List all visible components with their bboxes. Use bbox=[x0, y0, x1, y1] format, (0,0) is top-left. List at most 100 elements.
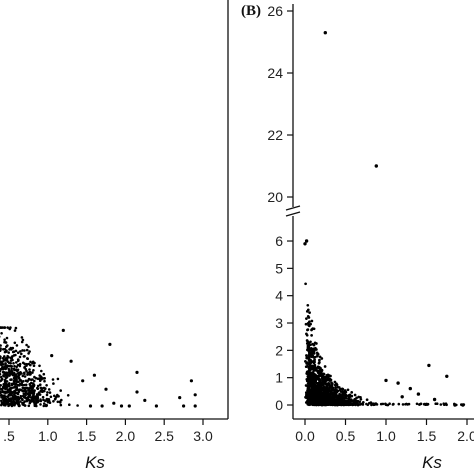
data-point bbox=[27, 345, 30, 349]
data-point bbox=[28, 370, 32, 374]
data-point bbox=[317, 375, 320, 379]
data-point bbox=[29, 399, 32, 403]
data-point bbox=[308, 388, 312, 391]
data-point bbox=[10, 356, 13, 359]
data-point bbox=[22, 392, 26, 396]
data-point bbox=[400, 395, 404, 399]
data-point bbox=[45, 403, 48, 407]
data-point bbox=[28, 390, 31, 394]
data-point bbox=[23, 386, 26, 390]
data-point bbox=[365, 398, 369, 402]
data-point bbox=[316, 371, 320, 374]
data-point bbox=[313, 375, 317, 379]
data-point bbox=[29, 360, 32, 364]
data-point bbox=[47, 398, 51, 401]
data-point bbox=[337, 403, 340, 406]
data-point bbox=[307, 376, 310, 380]
data-point bbox=[45, 393, 49, 397]
data-point bbox=[309, 378, 313, 382]
data-point bbox=[10, 397, 14, 400]
data-point bbox=[16, 383, 20, 387]
data-point bbox=[314, 369, 318, 372]
data-point bbox=[31, 362, 34, 365]
data-point bbox=[309, 359, 313, 363]
data-point bbox=[23, 404, 27, 407]
data-point bbox=[43, 389, 46, 393]
data-point bbox=[0, 335, 1, 338]
data-point bbox=[325, 395, 329, 399]
data-point bbox=[401, 403, 405, 406]
data-point bbox=[354, 403, 357, 407]
data-point bbox=[337, 399, 340, 403]
data-point bbox=[309, 364, 312, 368]
data-point bbox=[0, 344, 2, 347]
data-point bbox=[17, 397, 21, 401]
data-point bbox=[319, 385, 323, 388]
data-point bbox=[359, 397, 363, 401]
data-point bbox=[112, 401, 116, 405]
data-point bbox=[25, 362, 29, 366]
data-point bbox=[104, 387, 108, 391]
data-point bbox=[61, 328, 65, 332]
data-point bbox=[318, 358, 321, 362]
data-point bbox=[309, 399, 312, 402]
data-point bbox=[52, 400, 55, 403]
y-tick-label: 3 bbox=[275, 315, 283, 331]
y-tick-label: 0 bbox=[275, 397, 283, 413]
y-tick-label: 22 bbox=[267, 127, 283, 143]
data-point bbox=[28, 373, 32, 376]
data-point bbox=[305, 354, 308, 357]
data-point bbox=[326, 391, 330, 395]
y-tick-label: 2 bbox=[275, 342, 283, 358]
data-point bbox=[391, 403, 395, 406]
data-point bbox=[26, 379, 30, 383]
data-point bbox=[316, 390, 320, 394]
data-point bbox=[69, 359, 73, 363]
data-point bbox=[340, 395, 344, 399]
data-point bbox=[3, 326, 7, 329]
data-point bbox=[32, 369, 35, 372]
data-point bbox=[32, 364, 36, 368]
data-point bbox=[13, 329, 17, 332]
data-point bbox=[5, 358, 9, 361]
data-point bbox=[328, 379, 332, 383]
data-point bbox=[23, 400, 27, 403]
data-point bbox=[39, 398, 42, 401]
data-point bbox=[325, 384, 329, 388]
data-point bbox=[16, 391, 20, 395]
data-point bbox=[100, 404, 104, 408]
data-point bbox=[0, 363, 3, 367]
data-point bbox=[36, 384, 40, 388]
data-point bbox=[307, 366, 311, 370]
data-point bbox=[353, 393, 357, 397]
data-point bbox=[309, 346, 313, 350]
x-tick-label: 0.5 bbox=[336, 428, 356, 444]
data-point bbox=[11, 346, 15, 350]
y-tick-label: 1 bbox=[275, 370, 283, 386]
data-point bbox=[42, 377, 45, 380]
data-point bbox=[309, 343, 312, 347]
data-point bbox=[25, 398, 29, 402]
data-point bbox=[154, 404, 158, 408]
x-tick-label: 2.0 bbox=[457, 428, 474, 444]
data-point bbox=[19, 379, 23, 382]
data-point bbox=[11, 373, 15, 377]
data-point bbox=[4, 362, 7, 365]
data-point bbox=[316, 353, 319, 357]
data-point bbox=[4, 367, 7, 371]
data-point bbox=[8, 384, 11, 387]
data-point bbox=[45, 384, 48, 387]
data-point bbox=[1, 388, 4, 392]
data-point bbox=[182, 404, 186, 408]
data-point bbox=[360, 402, 364, 406]
data-point bbox=[13, 364, 16, 368]
data-point bbox=[313, 358, 316, 362]
data-point bbox=[9, 326, 12, 329]
data-point bbox=[316, 365, 320, 369]
data-point bbox=[14, 361, 18, 364]
data-point bbox=[0, 384, 2, 387]
data-point bbox=[315, 393, 318, 397]
data-point bbox=[318, 355, 322, 359]
data-point bbox=[27, 377, 31, 381]
